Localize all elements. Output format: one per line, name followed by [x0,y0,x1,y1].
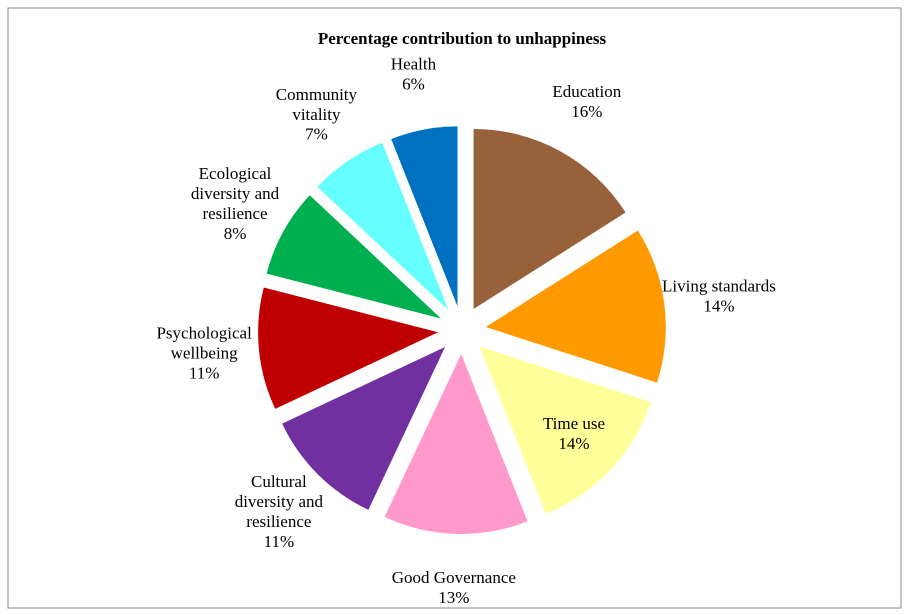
pie-slice [266,195,441,319]
slice-label: Living standards [662,276,776,295]
slice-label: Cultural diversity and resilience [235,472,324,531]
slice-value-label: 16% [571,102,602,121]
pie-slice [391,126,458,307]
slice-label: Good Governance [392,568,516,587]
pie-slice [317,142,449,311]
slice-value-label: 11% [189,363,220,382]
slice-value-label: 8% [224,224,247,243]
pie-slice [485,230,666,383]
slice-value-label: 13% [438,588,469,607]
pie-slice [473,128,626,309]
pie-slice [258,287,439,409]
slice-label: Ecological diversity and resilience [191,164,280,223]
slice-value-label: 6% [402,74,425,93]
slice-label: Psychological wellbeing [156,323,252,362]
chart-title: Percentage contribution to unhappiness [318,29,607,48]
slice-label: Education [552,82,621,101]
pie-slice [384,353,528,534]
slice-value-label: 14% [703,296,734,315]
slice-label: Time use [543,414,605,433]
slice-label: Health [391,54,437,73]
slice-value-label: 7% [305,125,328,144]
pie-slice [479,346,651,514]
slice-value-label: 14% [558,434,589,453]
pie-slice [282,346,446,510]
slice-value-label: 11% [264,532,295,551]
slice-label: Community vitality [276,85,358,124]
